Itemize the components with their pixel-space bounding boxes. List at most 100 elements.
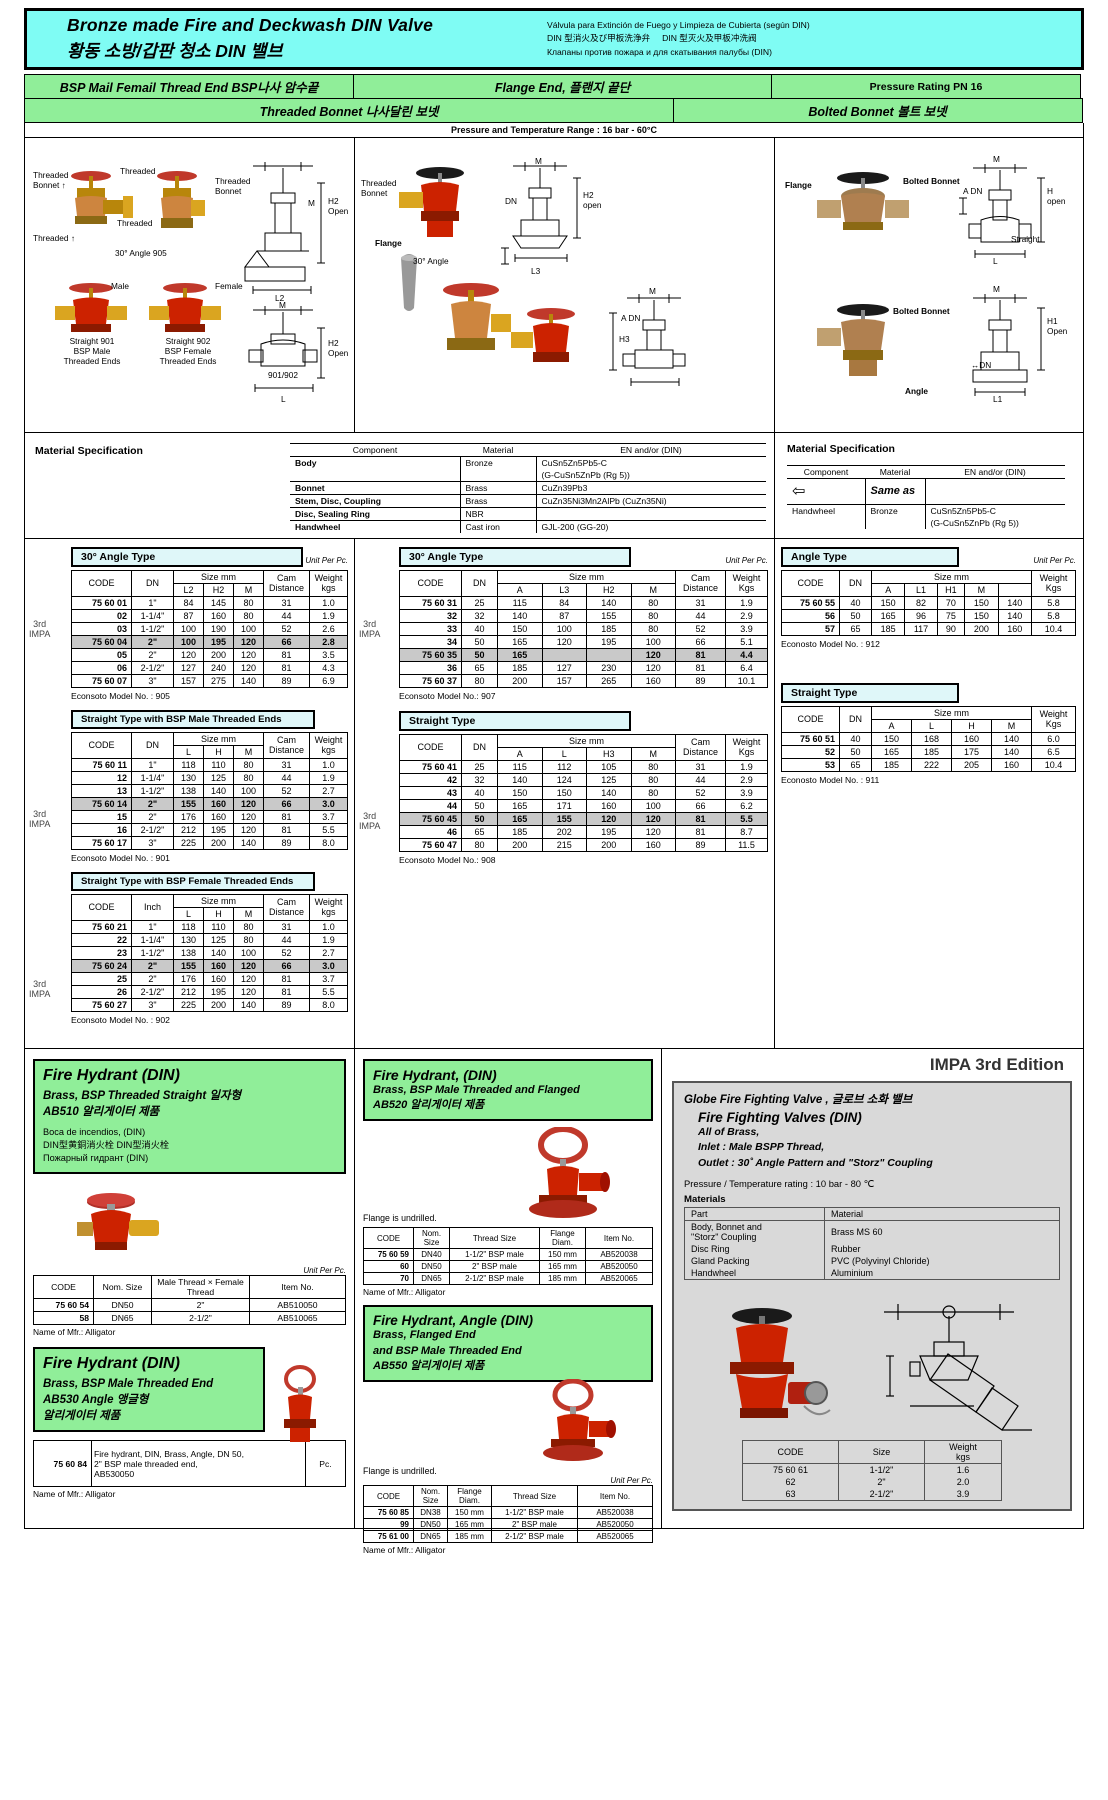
header-flange-end: Flange End, 플랜지 끝단 <box>352 74 773 99</box>
cell-a: 200 <box>497 837 543 852</box>
label-L3-b: L3 <box>531 265 541 276</box>
cell-h2: 145 <box>203 595 234 610</box>
cell-nom-size: DN50 <box>413 1260 450 1274</box>
impa-marker-4: 3rd IMPA <box>359 618 381 639</box>
table-row: 23 1-1/2" 138 140 100 52 2.7 <box>71 945 348 960</box>
table4-unit: Unit Per Pc. <box>725 555 768 565</box>
bolted-valve-drawings <box>817 163 1045 396</box>
cell-l: 155 <box>173 796 204 811</box>
header-pressure-rating: Pressure Rating PN 16 <box>771 74 1081 99</box>
table-row: (G-CuSn5ZnPb (Rg 5)) <box>290 468 766 482</box>
th-component: Component <box>290 442 460 457</box>
cell-m: 160 <box>630 673 676 688</box>
cell-a: 165 <box>497 634 543 649</box>
cell-m: 80 <box>233 932 264 947</box>
cell-code: 56 <box>781 608 840 623</box>
table2-caption: Straight Type with BSP Male Threaded End… <box>71 709 315 729</box>
cell-l: 176 <box>173 971 204 986</box>
cell-dn: 65 <box>461 660 498 675</box>
cell-cam: 66 <box>675 798 726 813</box>
cell-code: 26 <box>71 984 132 999</box>
table-row: 75 60 51 40 150 168 160 140 6.0 <box>781 731 1076 746</box>
th-material: Material <box>460 442 536 457</box>
cell-weight: 5.1 <box>725 634 768 649</box>
th-h: H <box>203 744 234 759</box>
cell-a: 185 <box>870 621 906 636</box>
cell-dn: 3" <box>131 835 174 850</box>
table-row: ⇦ Same as <box>787 478 1065 504</box>
th-h: H <box>203 906 234 921</box>
cell-l: 215 <box>541 837 587 852</box>
th-nom-size: Nom. Size <box>413 1485 448 1508</box>
cell-brass1: Brass <box>460 481 537 495</box>
cell-code: 23 <box>71 945 132 960</box>
th-m: M <box>233 582 264 597</box>
label-threaded-bonnet-2: Threaded Bonnet <box>215 175 251 196</box>
cell-dn: 1" <box>131 757 174 772</box>
cell-h: 140 <box>203 783 234 798</box>
cell-m: 100 <box>233 783 264 798</box>
label-male: Male <box>111 280 129 291</box>
cell-weight: 2.7 <box>309 945 348 960</box>
cell-h2: 275 <box>203 673 234 688</box>
hydrant-520-note: Flange is undrilled. <box>363 1213 437 1224</box>
label-H2-open-1: H2 Open <box>328 195 349 216</box>
table-row: 75 60 27 3" 225 200 140 89 8.0 <box>71 997 348 1012</box>
cell-m: 160 <box>630 837 676 852</box>
table-subheader-row: A L3 H2 M <box>400 582 768 597</box>
cell-l2: 100 <box>173 621 204 636</box>
cell-dn: 2-1/2" <box>131 660 174 675</box>
impa-marker-1: 3rd IMPA <box>29 618 51 639</box>
table3-model-no: Econsoto Model No. : 902 <box>71 1014 170 1025</box>
cell-nom-size: DN50 <box>413 1518 448 1532</box>
label-threaded-3: Threaded ↑ <box>33 232 75 243</box>
cell-m: 100 <box>630 634 676 649</box>
th-weight: Weight Kgs <box>1031 705 1076 733</box>
cell-thread-size: 2" BSP male <box>449 1260 540 1274</box>
cell-a: 115 <box>497 595 543 610</box>
cell-h: 200 <box>203 835 234 850</box>
cell-extra: 160 <box>997 621 1033 636</box>
label-L-c: L <box>993 255 998 266</box>
cell-weight: 6.4 <box>725 660 768 675</box>
table-header-row: CODE Size Weight kgs <box>742 1439 1002 1464</box>
hydrant-straight-ru: Пожарный гидрант (DIN) <box>43 1153 149 1164</box>
cell-a: 150 <box>497 785 543 800</box>
valve-threaded-bronze-1 <box>71 170 133 224</box>
cell-weight: 3.9 <box>725 621 768 636</box>
cell-cam: 81 <box>263 647 310 662</box>
cell-weight: 3.7 <box>309 971 348 986</box>
cell-blank2 <box>460 468 537 482</box>
cell-extra: 140 <box>997 595 1033 610</box>
cell-cam: 31 <box>675 595 726 610</box>
th-component-r: Component <box>787 464 865 479</box>
pressure-temperature-range: Pressure and Temperature Range : 16 bar … <box>24 122 1084 138</box>
cell-inch: 1-1/4" <box>131 932 174 947</box>
cell-code: 75 60 24 <box>71 958 132 973</box>
table-row: 75 60 59 DN40 1-1/2" BSP male 150 mm AB5… <box>363 1248 653 1262</box>
title-japanese: DIN 型消火及び甲板洗浄弁 <box>547 33 651 44</box>
cell-dn: 80 <box>461 673 498 688</box>
table-row: Disc Ring Rubber <box>684 1242 1060 1255</box>
cell-inch: 2" <box>131 971 174 986</box>
cell-material: Aluminium <box>824 1266 1060 1280</box>
cell-h2: 230 <box>586 660 632 675</box>
hydrant-530-sub1: Brass, BSP Male Threaded End <box>43 1377 214 1390</box>
cell-dn: 50 <box>839 608 872 623</box>
cell-code: 32 <box>399 608 462 623</box>
cell-weight: 5.5 <box>309 984 348 999</box>
cell-h: 160 <box>203 796 234 811</box>
th-size-mm: Size mm <box>871 705 1032 720</box>
cell-code: 75 60 37 <box>399 673 462 688</box>
table1-model-no: Econsoto Model No. : 905 <box>71 690 170 701</box>
hydrant-530-sub2: AB530 Angle 앵글형 <box>43 1393 149 1406</box>
cell-m: 140 <box>233 835 264 850</box>
table-row: 62 2" 2.0 <box>742 1475 1002 1488</box>
cell-code: 75 60 41 <box>399 759 462 774</box>
table-row: Body, Bonnet and "Storz" Coupling Brass … <box>684 1219 1060 1243</box>
th-flange-diam: Flange Diam. <box>447 1485 492 1508</box>
table-row: 26 2-1/2" 212 195 120 81 5.5 <box>71 984 348 999</box>
hydrant-550-mfr: Name of Mfr.: Alligator <box>363 1545 446 1556</box>
cell-inch: 1" <box>131 919 174 934</box>
th-h1: H1 <box>936 582 966 597</box>
